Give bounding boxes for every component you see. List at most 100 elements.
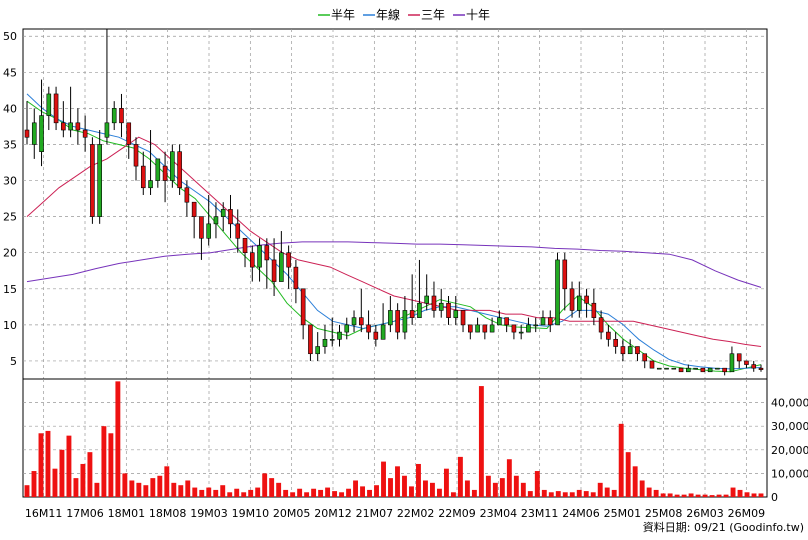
candle-body — [177, 151, 182, 189]
volume-bar — [31, 471, 37, 497]
x-tick-label: 18M01 — [108, 507, 146, 520]
candle-body — [213, 216, 219, 225]
candle-body — [700, 367, 706, 373]
volume-bar — [290, 492, 296, 497]
volume-bar — [171, 482, 177, 497]
volume-bar — [150, 478, 156, 497]
candle-body — [206, 223, 211, 239]
candle-body — [693, 367, 698, 370]
year-line — [26, 93, 762, 370]
volume-bar — [723, 494, 729, 497]
legend-label-half-year: 半年 — [331, 8, 355, 22]
candle-body — [75, 122, 81, 131]
candle-body — [373, 331, 379, 340]
candle-body — [286, 252, 291, 268]
candle-body — [569, 288, 575, 311]
volume-bar — [318, 489, 324, 497]
legend-label-three-year: 三年 — [421, 8, 445, 22]
volume-bar — [471, 489, 477, 497]
candle-body — [642, 353, 648, 362]
candle-body — [344, 324, 350, 333]
volume-bar — [751, 493, 757, 497]
candle-body — [170, 151, 175, 181]
volume-bar — [513, 475, 519, 497]
volume-plot-frame — [22, 378, 768, 498]
volume-bar — [360, 486, 365, 497]
x-tick-label: 24M06 — [562, 507, 600, 520]
volume-bar — [590, 492, 596, 497]
legend-item-year-line: 年線 — [363, 7, 400, 22]
candle-body — [322, 339, 328, 347]
candle-body — [475, 324, 480, 333]
x-tick-label: 21M07 — [356, 507, 394, 520]
volume-bar — [213, 489, 219, 497]
candle-body — [606, 331, 611, 340]
candle-body — [126, 122, 132, 145]
candle-body — [649, 360, 655, 369]
volume-bar — [737, 489, 743, 497]
volume-bar — [688, 493, 694, 497]
volume-bar — [234, 488, 240, 497]
candle-body — [24, 129, 30, 138]
volume-bar — [94, 482, 100, 497]
x-tick-label: 20M05 — [273, 507, 311, 520]
volume-bar — [632, 466, 638, 497]
candle-body — [104, 122, 110, 138]
volume-bar — [143, 485, 149, 497]
volume-bar — [457, 456, 463, 497]
volume-bar — [436, 488, 442, 497]
volume-bar — [297, 488, 303, 497]
candle-body — [751, 364, 757, 369]
x-tick-label: 20M12 — [314, 507, 352, 520]
volume-bar — [443, 468, 449, 497]
volume-bar — [304, 492, 310, 497]
candle-body — [366, 324, 371, 333]
candle-body — [358, 317, 364, 326]
candle-body — [736, 353, 742, 362]
price-panel: 5 10 15 20 25 30 35 40 45 50 — [3, 28, 768, 380]
candle-body — [424, 295, 430, 304]
candle-body — [148, 180, 153, 189]
candle-body — [228, 209, 233, 225]
volume-bar — [262, 473, 268, 497]
candle-body — [82, 129, 88, 138]
price-y-tick-label: 5 — [10, 355, 17, 368]
candle-body — [199, 216, 204, 239]
candle-body — [242, 237, 248, 254]
candle-body — [300, 288, 306, 326]
volume-y-tick-label: 20,000 — [771, 444, 808, 457]
volume-bar — [478, 386, 484, 497]
volume-bar — [583, 491, 589, 497]
candle-body — [191, 201, 197, 217]
candle-body — [329, 339, 335, 341]
legend-item-three-year: 三年 — [408, 8, 445, 22]
volume-bar — [52, 468, 58, 497]
volume-bar — [38, 433, 44, 497]
candle-body — [31, 122, 37, 145]
price-y-tick-label: 15 — [3, 283, 17, 296]
volume-bar — [374, 485, 379, 497]
candle-body — [417, 302, 422, 318]
volume-bar — [569, 492, 575, 497]
volume-bar — [541, 489, 547, 497]
x-tick-label: 18M08 — [149, 507, 187, 520]
candle-body — [140, 165, 146, 189]
volume-bar — [332, 491, 338, 497]
volume-bar — [674, 494, 680, 497]
volume-bar — [744, 492, 750, 497]
volume-bar — [416, 463, 421, 497]
candle-body — [627, 346, 633, 355]
volume-bar — [576, 489, 582, 497]
candle-body — [468, 324, 473, 333]
volume-bar — [653, 489, 659, 497]
volume-bar — [122, 473, 128, 497]
candle-body — [489, 324, 495, 333]
volume-bar — [450, 492, 456, 497]
x-tick-label: 26M03 — [686, 507, 724, 520]
x-tick-label: 19M03 — [190, 507, 228, 520]
candle-body — [388, 310, 393, 326]
volume-y-tick-label: 10,000 — [771, 467, 808, 480]
candle-body — [97, 144, 102, 217]
volume-bar — [353, 480, 358, 497]
